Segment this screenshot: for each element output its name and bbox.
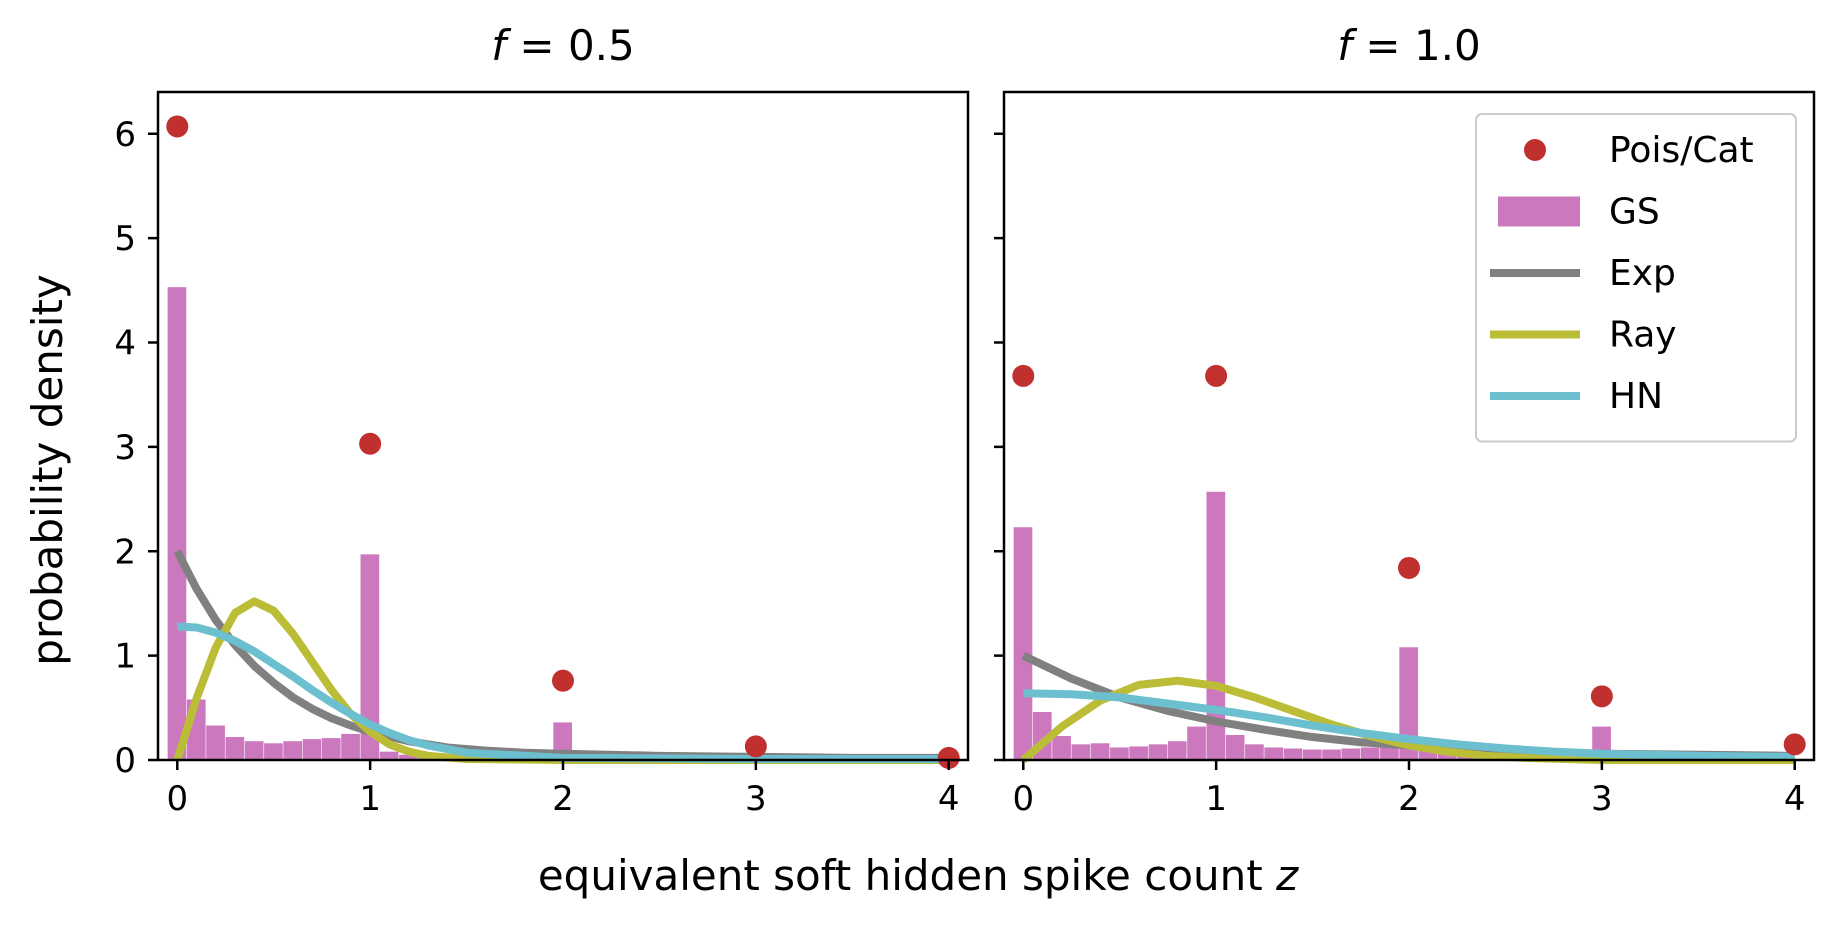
right-title-value: = 1.0 [1352, 21, 1481, 70]
right-gs-bar [1283, 748, 1303, 760]
left-x-tick-label: 0 [166, 779, 188, 819]
left-gs-bar [206, 725, 225, 760]
right-gs-bar [1071, 744, 1091, 760]
panel-right: 0 1 2 3 4 f = 1.0 [994, 21, 1816, 819]
x-axis-label-text: equivalent soft hidden spike count [538, 851, 1263, 900]
left-hn-curve [177, 622, 949, 763]
left-gs-bar [225, 737, 245, 760]
right-pois-point [1783, 733, 1806, 756]
right-gs-bar [1399, 647, 1419, 760]
left-x-tick-label: 4 [938, 779, 960, 819]
left-gs-bar [321, 738, 341, 760]
right-pois-point [1590, 685, 1613, 708]
right-panel-title: f = 1.0 [1337, 21, 1480, 70]
right-gs-bar [1013, 527, 1033, 760]
right-gs-bar [1302, 749, 1322, 760]
left-gs-bar [283, 741, 303, 760]
left-x-tick-label: 2 [552, 779, 574, 819]
left-axes-frame [156, 90, 970, 762]
left-pois-point [166, 115, 189, 138]
left-gs-bar [167, 287, 187, 760]
right-gs-bar [1187, 726, 1206, 760]
right-ray-curve [1020, 676, 1795, 764]
legend-gs-label: GS [1609, 192, 1660, 233]
x-axis-label-var: z [1275, 851, 1299, 900]
right-gs-bar [1167, 741, 1187, 760]
legend-pois-marker [1524, 139, 1546, 161]
legend: Pois/Cat GS Exp Ray HN [1475, 113, 1797, 443]
left-x-tick-label: 1 [359, 779, 381, 819]
x-axis-label: equivalent soft hidden spike count z [538, 851, 1299, 900]
left-y-tick-label: 0 [114, 741, 136, 781]
legend-exp-label: Exp [1609, 253, 1676, 294]
left-panel-title: f = 0.5 [491, 21, 634, 70]
y-axis-label: probability density [23, 274, 72, 665]
right-gs-bar [1360, 747, 1380, 760]
right-x-tick-label: 4 [1784, 779, 1806, 819]
right-pois-point [1398, 556, 1420, 579]
legend-hn-label: HN [1609, 376, 1663, 417]
right-gs-bar [1206, 491, 1226, 760]
left-x-tick-label: 3 [745, 779, 767, 819]
left-pois-point [937, 746, 960, 769]
right-gs-bar [1148, 744, 1168, 760]
right-hn-curve [1023, 689, 1795, 761]
left-gs-bar [379, 751, 399, 760]
right-gs-bar [1322, 749, 1341, 760]
right-gs-bar [1341, 748, 1361, 760]
left-gs-bar [302, 739, 322, 760]
left-title-value: = 0.5 [506, 21, 635, 70]
left-y-tick-label: 5 [114, 219, 136, 259]
right-pois-point [1012, 364, 1035, 387]
legend-pois-label: Pois/Cat [1609, 130, 1754, 171]
right-gs-bar [1225, 734, 1245, 760]
right-gs-bar [1264, 747, 1284, 760]
left-y-tick-label: 2 [114, 532, 136, 572]
right-x-tick-label: 2 [1398, 779, 1420, 819]
left-y-tick-label: 6 [114, 115, 136, 155]
right-x-tick-label: 3 [1591, 779, 1613, 819]
left-pois-point [552, 669, 574, 692]
right-pois-point [1205, 364, 1228, 387]
right-gs-bar [1437, 751, 1457, 760]
left-y-tick-label: 3 [114, 428, 136, 468]
left-pois-point [744, 735, 767, 758]
right-gs-bar [1052, 735, 1071, 760]
left-pois-point [359, 432, 382, 455]
left-gs-bar [341, 733, 360, 760]
right-x-tick-label: 0 [1012, 779, 1034, 819]
right-gs-bar [1110, 747, 1129, 760]
left-y-tick-label: 1 [114, 637, 136, 677]
right-gs-bar [1129, 746, 1149, 760]
right-gs-bar [1090, 743, 1110, 760]
x-axis-label-space [1263, 851, 1276, 900]
legend-box [1475, 113, 1797, 443]
right-gs-bar [1380, 745, 1399, 760]
left-gs-bar [360, 554, 380, 760]
left-gs-bar [264, 743, 283, 760]
legend-ray-label: Ray [1609, 315, 1677, 356]
legend-gs-patch [1498, 196, 1580, 227]
left-y-tick-label: 4 [114, 324, 136, 364]
left-gs-bar [244, 741, 264, 760]
left-gs-bar [399, 754, 418, 760]
panel-left: 0 1 2 3 4 0 1 2 3 4 5 6 f = 0.5 [114, 21, 970, 819]
right-gs-bar [1245, 744, 1264, 760]
right-x-tick-label: 1 [1205, 779, 1227, 819]
